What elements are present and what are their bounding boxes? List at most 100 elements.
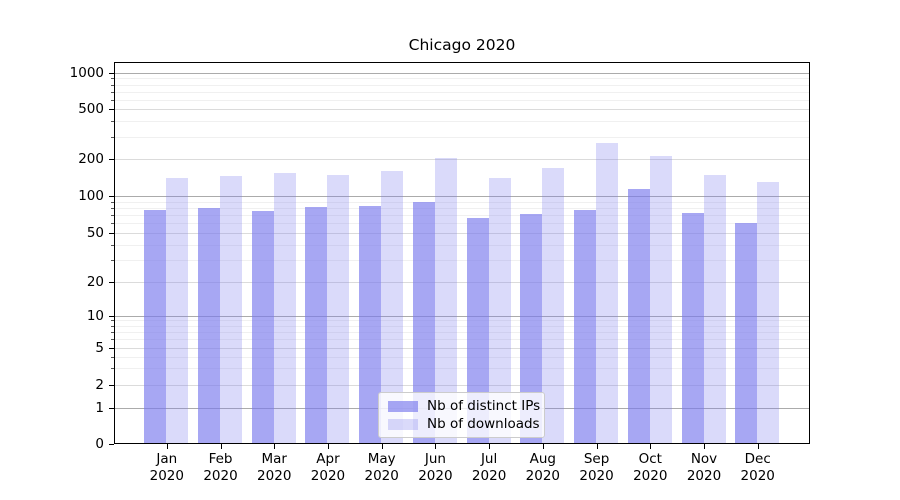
gridline [114,356,810,358]
bar-downloads-aug [542,167,565,444]
x-tick-mark [327,444,329,449]
plot-area [114,62,810,444]
y-tick-mark [108,233,114,234]
gridline [114,233,810,234]
x-tick-label: Nov 2020 [686,451,722,484]
bar-downloads-jan [166,178,189,444]
y-minor-tick-mark [111,136,114,138]
gridline [114,385,810,386]
x-tick-mark [489,444,491,449]
legend: Nb of distinct IPs Nb of downloads [378,392,545,438]
x-tick-mark [757,444,759,449]
gridline [114,347,810,349]
y-minor-tick-mark [111,356,114,358]
x-tick-mark [650,444,652,449]
bar-distinct-ips-mar [251,211,274,444]
gridline [114,244,810,246]
bar-distinct-ips-may [359,205,382,444]
gridline [114,215,810,217]
gridline [114,339,810,341]
x-tick-mark [166,444,168,449]
gridline [114,196,810,197]
bar-downloads-jun [434,158,457,444]
y-tick-mark [108,73,114,74]
y-minor-tick-mark [111,78,114,80]
chart-title: Chicago 2020 [408,36,516,54]
bar-distinct-ips-jun [412,201,435,444]
y-tick-label: 2 [95,377,104,393]
gridline [114,207,810,209]
y-minor-tick-mark [111,325,114,327]
y-tick-label: 20 [86,273,104,290]
x-tick-mark [435,444,437,449]
x-tick-mark [596,444,598,449]
bar-downloads-sep [596,143,619,444]
gridline [114,73,810,74]
y-minor-tick-mark [111,84,114,86]
y-tick-label: 1000 [69,65,104,81]
legend-label-downloads: Nb of downloads [427,416,540,432]
gridline [114,325,810,327]
bar-distinct-ips-sep [574,209,597,444]
legend-swatch-downloads [388,418,418,430]
y-minor-tick-mark [111,215,114,217]
y-tick-label: 100 [78,188,104,204]
y-tick-label: 5 [95,339,104,356]
x-tick-mark [704,444,705,449]
x-tick-mark [381,444,383,449]
bar-distinct-ips-oct [627,189,650,444]
y-minor-tick-mark [111,99,114,101]
bar-downloads-apr [327,174,350,444]
y-minor-tick-mark [111,201,114,203]
x-tick-mark [274,444,276,449]
y-tick-mark [108,159,114,160]
gridline [114,109,810,110]
gridline [114,121,810,123]
gridline [114,260,810,262]
y-minor-tick-mark [111,260,114,262]
gridline [114,91,810,93]
x-tick-label: Sep 2020 [579,451,614,484]
y-tick-mark [108,196,114,197]
gridline [114,99,810,101]
x-tick-mark [220,444,222,449]
bar-downloads-nov [703,174,726,444]
gridline [114,201,810,203]
y-tick-label: 500 [78,101,104,117]
gridline [114,159,810,160]
gridline [114,331,810,333]
x-tick-label: May 2020 [364,451,399,484]
y-minor-tick-mark [111,207,114,209]
bar-distinct-ips-aug [520,214,543,444]
x-tick-label: Apr 2020 [310,451,346,484]
gridline [114,78,810,80]
gridline [114,223,810,225]
y-minor-tick-mark [111,368,114,370]
y-tick-label: 50 [86,225,104,241]
y-minor-tick-mark [111,331,114,333]
bar-distinct-ips-jan [144,209,167,444]
y-tick-mark [108,315,114,317]
x-tick-label: Aug 2020 [525,451,560,484]
y-tick-label: 0 [95,435,104,452]
gridline [114,320,810,322]
gridline [114,281,810,283]
bar-downloads-feb [220,176,243,444]
y-tick-mark [108,407,114,409]
y-tick-label: 10 [86,307,104,324]
bar-distinct-ips-feb [198,207,221,444]
bar-distinct-ips-nov [681,212,704,444]
bar-distinct-ips-dec [735,223,758,444]
gridline [114,315,810,317]
bar-downloads-may [381,170,404,444]
y-tick-label: 200 [78,151,104,167]
legend-label-distinct-ips: Nb of distinct IPs [427,398,541,414]
gridline [114,136,810,138]
bar-distinct-ips-apr [305,206,328,444]
y-minor-tick-mark [111,121,114,123]
gridline [114,368,810,370]
y-tick-mark [108,281,114,283]
bar-downloads-jul [488,178,511,444]
x-tick-mark [542,444,544,449]
